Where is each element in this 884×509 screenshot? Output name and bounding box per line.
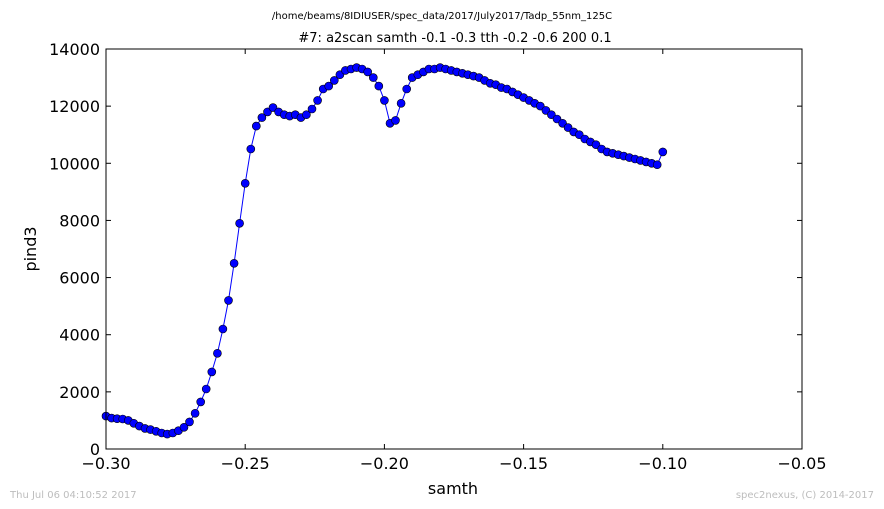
y-axis-label: pind3 <box>21 226 40 271</box>
y-tick-label: 12000 <box>49 97 100 116</box>
data-point <box>196 397 205 407</box>
data-point <box>368 73 378 82</box>
data-point <box>190 408 200 418</box>
data-point <box>235 219 244 228</box>
data-point <box>213 348 222 358</box>
y-tick-label: 8000 <box>59 211 100 230</box>
data-point <box>246 144 256 154</box>
data-point <box>257 113 267 122</box>
data-point <box>207 367 217 377</box>
y-tick-label: 0 <box>90 440 100 459</box>
y-tick-label: 10000 <box>49 154 100 173</box>
data-point <box>658 147 668 157</box>
y-tick-label: 4000 <box>59 326 100 345</box>
x-axis-label: samth <box>428 479 478 498</box>
data-point <box>302 110 311 119</box>
data-point <box>313 96 322 105</box>
x-tick-label: −0.25 <box>221 454 270 473</box>
data-point <box>218 324 228 334</box>
data-point <box>396 99 406 108</box>
data-point <box>179 422 189 432</box>
data-point <box>402 84 412 94</box>
data-point <box>380 96 389 105</box>
data-point <box>185 417 194 427</box>
y-tick-label: 6000 <box>59 269 100 288</box>
data-point <box>363 67 373 77</box>
chart-title: #7: a2scan samth -0.1 -0.3 tth -0.2 -0.6… <box>298 31 611 46</box>
data-point <box>652 160 662 169</box>
data-point <box>324 81 334 91</box>
chart-suptitle: /home/beams/8IDIUSER/spec_data/2017/July… <box>272 11 612 22</box>
data-point <box>374 81 384 91</box>
x-tick-label: −0.20 <box>360 454 409 473</box>
y-tick-label: 14000 <box>49 40 100 59</box>
data-point <box>240 179 250 188</box>
x-tick-label: −0.05 <box>777 454 826 473</box>
x-tick-label: −0.30 <box>81 454 130 473</box>
y-tick-label: 2000 <box>59 383 100 402</box>
data-point <box>201 384 211 394</box>
data-point <box>251 121 261 131</box>
footer-credit: spec2nexus, (C) 2014-2017 <box>736 490 874 501</box>
series-line <box>105 67 664 435</box>
x-tick-label: −0.15 <box>499 454 548 473</box>
footer-timestamp: Thu Jul 06 04:10:52 2017 <box>9 490 137 501</box>
data-point <box>229 258 239 268</box>
data-point <box>329 76 339 85</box>
data-point <box>307 104 317 114</box>
data-point <box>391 116 400 125</box>
plot-area: −0.30 −0.25 −0.20 −0.15 −0.10 −0.05 0 2000 4000 6… <box>49 40 826 473</box>
data-point <box>224 296 233 305</box>
x-tick-label: −0.10 <box>638 454 687 473</box>
plot-frame <box>105 48 803 450</box>
